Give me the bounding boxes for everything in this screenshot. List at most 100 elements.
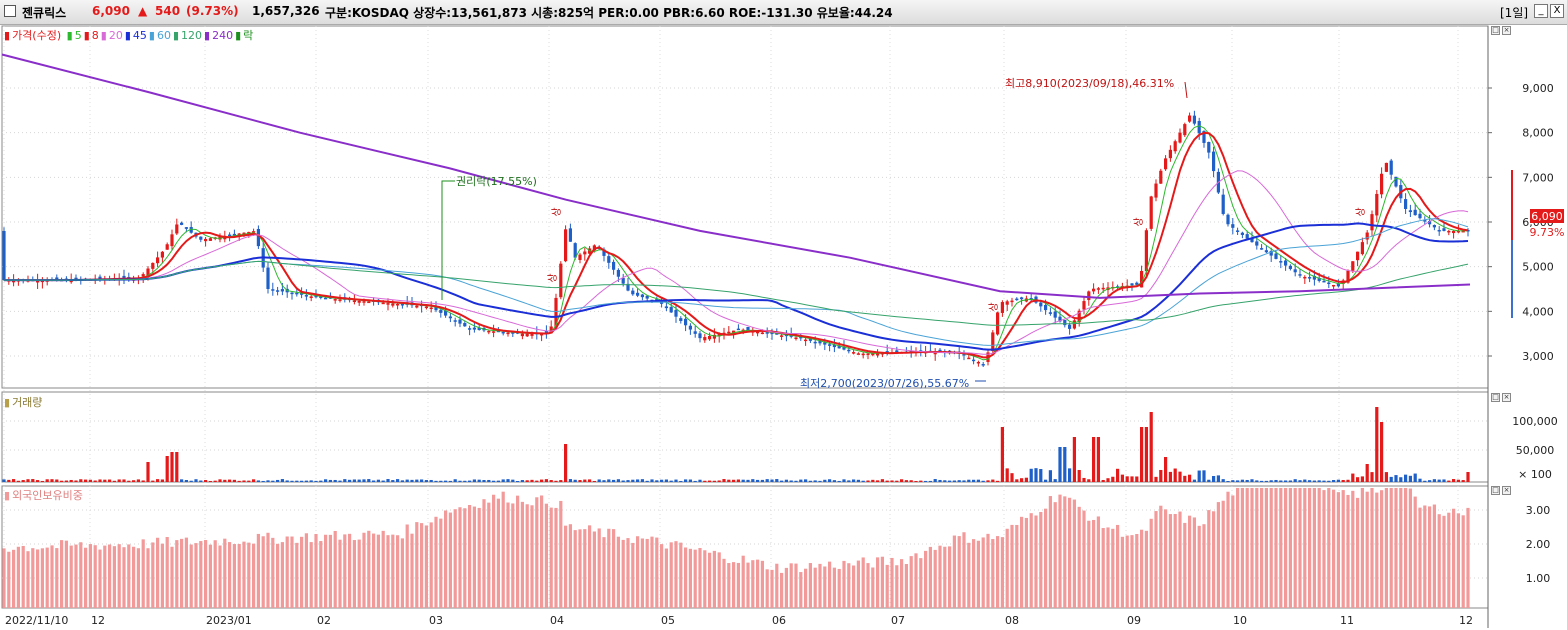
volume-bar	[468, 480, 472, 482]
volume-bar	[12, 479, 16, 482]
volume-bar	[1188, 474, 1192, 482]
volume-bar	[1202, 470, 1206, 482]
volume-bar	[141, 480, 145, 482]
foreign-holding-bar	[1048, 496, 1052, 608]
high-annotation-arrow	[1184, 81, 1188, 99]
panel-close-button[interactable]: ×	[1502, 486, 1511, 495]
volume-bar	[1236, 480, 1240, 482]
candle-body	[895, 350, 899, 353]
volume-bar	[1322, 480, 1326, 482]
volume-bar	[1279, 480, 1283, 482]
foreign-holding-bar	[132, 546, 136, 608]
candle-body	[847, 349, 851, 352]
volume-bar	[698, 479, 702, 482]
foreign-holding-bar	[12, 549, 16, 608]
candle-body	[540, 333, 544, 336]
volume-bar	[400, 480, 404, 482]
volume-bar	[396, 479, 400, 482]
foreign-holding-bar	[775, 563, 779, 608]
foreign-holding-bar	[343, 534, 347, 608]
candle-body	[1197, 121, 1201, 134]
foreign-holding-bar	[285, 536, 289, 608]
foreign-holding-bar	[439, 518, 443, 608]
close-button[interactable]: X	[1550, 4, 1564, 18]
candle-body	[1308, 277, 1312, 279]
foreign-holding-bar	[328, 534, 332, 608]
candle-body	[578, 254, 582, 260]
volume-bar	[300, 480, 304, 482]
volume-bar	[1452, 479, 1456, 482]
limit-up-marker: 상	[551, 207, 563, 216]
candle-body	[165, 244, 169, 250]
volume-bar	[712, 480, 716, 482]
candle-body	[972, 359, 976, 362]
foreign-holding-bar	[112, 546, 116, 608]
volume-bar	[487, 479, 491, 482]
foreign-holding-bar	[895, 565, 899, 608]
volume-bar	[1140, 427, 1144, 482]
foreign-holding-bar	[223, 538, 227, 608]
foreign-holding-bar	[540, 495, 544, 608]
foreign-holding-bar	[842, 560, 846, 608]
volume-bar	[194, 479, 198, 482]
foreign-holding-bar	[962, 532, 966, 608]
ma-legend-marker: ▮	[100, 29, 107, 42]
minimize-button[interactable]: _	[1534, 4, 1548, 18]
volume-bar	[684, 479, 688, 482]
select-checkbox[interactable]	[4, 5, 16, 17]
panel-maximize-button[interactable]: □	[1491, 26, 1500, 35]
panel-maximize-button[interactable]: □	[1491, 393, 1500, 402]
candle-body	[688, 325, 692, 330]
volume-bar	[1447, 480, 1451, 482]
candle-body	[252, 231, 256, 233]
foreign-holding-bar	[1226, 491, 1230, 608]
volume-bar	[1389, 476, 1393, 482]
period-selector[interactable]: [1일]	[1500, 6, 1529, 20]
volume-bar	[967, 479, 971, 482]
foreign-holding-bar	[88, 544, 92, 608]
foreign-holding-bar	[1130, 535, 1134, 608]
candle-body	[439, 309, 443, 313]
volume-bar	[348, 479, 352, 482]
candle-body	[1274, 253, 1278, 259]
foreign-holding-bar	[424, 525, 428, 608]
volume-bar	[751, 479, 755, 482]
foreign-holding-bar	[367, 530, 371, 608]
panel-maximize-button[interactable]: □	[1491, 486, 1500, 495]
foreign-holding-bar	[669, 542, 673, 608]
volume-bar	[1317, 480, 1321, 482]
foreign-holding-bar	[1077, 506, 1081, 608]
volume-bar	[165, 456, 169, 482]
volume-bar	[1351, 473, 1355, 482]
candle-body	[1356, 251, 1360, 261]
volume-bar	[1216, 475, 1220, 482]
candle-body	[520, 333, 524, 337]
volume-bar	[1015, 479, 1019, 482]
candle-body	[1192, 115, 1196, 124]
volume-bar	[607, 479, 611, 482]
foreign-holding-bar	[708, 552, 712, 608]
volume-bar	[1250, 479, 1254, 482]
volume-bar	[631, 479, 635, 482]
foreign-holding-bar	[1159, 505, 1163, 608]
stock-chart[interactable]: 9,0008,0007,0006,0005,0004,0003,000100,0…	[0, 24, 1567, 630]
foreign-holding-bar	[1236, 488, 1240, 608]
candle-body	[760, 332, 764, 335]
candle-body	[1039, 302, 1043, 307]
volume-bar	[1240, 479, 1244, 482]
candle-body	[636, 292, 640, 296]
volume-bar	[679, 480, 683, 482]
panel-close-button[interactable]: ×	[1502, 26, 1511, 35]
candle-body	[208, 238, 212, 241]
candle-body	[549, 326, 553, 334]
foreign-holding-bar	[247, 542, 251, 608]
foreign-holding-bar	[535, 497, 539, 608]
candle-body	[933, 352, 937, 355]
foreign-holding-bar	[856, 560, 860, 608]
candle-body	[237, 233, 241, 236]
volume-bar	[799, 479, 803, 482]
volume-bar	[1269, 480, 1273, 482]
volume-bar	[69, 479, 73, 482]
panel-close-button[interactable]: ×	[1502, 393, 1511, 402]
foreign-holding-bar	[1140, 529, 1144, 608]
